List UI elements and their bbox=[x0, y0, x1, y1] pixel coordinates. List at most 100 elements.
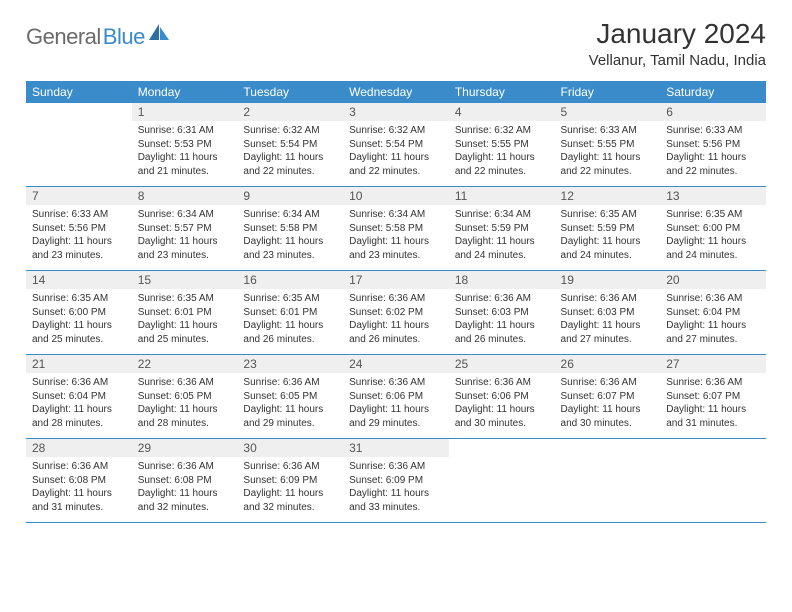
daylight-line: Daylight: 11 hours and 24 minutes. bbox=[666, 235, 760, 262]
calendar-cell: 24Sunrise: 6:36 AMSunset: 6:06 PMDayligh… bbox=[343, 355, 449, 439]
daylight-line: Daylight: 11 hours and 30 minutes. bbox=[455, 403, 549, 430]
sunset-line: Sunset: 6:01 PM bbox=[243, 306, 337, 320]
daylight-line: Daylight: 11 hours and 31 minutes. bbox=[666, 403, 760, 430]
day-number: 23 bbox=[237, 355, 343, 373]
daylight-line: Daylight: 11 hours and 32 minutes. bbox=[243, 487, 337, 514]
day-details: Sunrise: 6:36 AMSunset: 6:09 PMDaylight:… bbox=[237, 457, 343, 522]
day-header: Saturday bbox=[660, 81, 766, 103]
day-number: 22 bbox=[132, 355, 238, 373]
daylight-line: Daylight: 11 hours and 25 minutes. bbox=[138, 319, 232, 346]
sunset-line: Sunset: 6:09 PM bbox=[243, 474, 337, 488]
day-number: 8 bbox=[132, 187, 238, 205]
sunset-line: Sunset: 6:05 PM bbox=[243, 390, 337, 404]
day-number: 18 bbox=[449, 271, 555, 289]
calendar-cell: 1Sunrise: 6:31 AMSunset: 5:53 PMDaylight… bbox=[132, 103, 238, 187]
sunrise-line: Sunrise: 6:33 AM bbox=[666, 124, 760, 138]
title-block: January 2024 Vellanur, Tamil Nadu, India bbox=[589, 18, 766, 69]
sunset-line: Sunset: 5:59 PM bbox=[455, 222, 549, 236]
day-number: 6 bbox=[660, 103, 766, 121]
sail-icon bbox=[148, 23, 170, 46]
daylight-line: Daylight: 11 hours and 31 minutes. bbox=[32, 487, 126, 514]
sunrise-line: Sunrise: 6:36 AM bbox=[349, 292, 443, 306]
daylight-line: Daylight: 11 hours and 26 minutes. bbox=[455, 319, 549, 346]
day-number: 17 bbox=[343, 271, 449, 289]
sunset-line: Sunset: 6:03 PM bbox=[561, 306, 655, 320]
daylight-line: Daylight: 11 hours and 29 minutes. bbox=[243, 403, 337, 430]
day-details: Sunrise: 6:35 AMSunset: 6:01 PMDaylight:… bbox=[237, 289, 343, 354]
day-header: Thursday bbox=[449, 81, 555, 103]
day-number: 15 bbox=[132, 271, 238, 289]
day-number: 14 bbox=[26, 271, 132, 289]
day-details: Sunrise: 6:33 AMSunset: 5:55 PMDaylight:… bbox=[555, 121, 661, 186]
sunrise-line: Sunrise: 6:32 AM bbox=[455, 124, 549, 138]
sunset-line: Sunset: 6:09 PM bbox=[349, 474, 443, 488]
sunrise-line: Sunrise: 6:33 AM bbox=[32, 208, 126, 222]
sunset-line: Sunset: 6:05 PM bbox=[138, 390, 232, 404]
calendar-cell: 23Sunrise: 6:36 AMSunset: 6:05 PMDayligh… bbox=[237, 355, 343, 439]
daylight-line: Daylight: 11 hours and 27 minutes. bbox=[561, 319, 655, 346]
daylight-line: Daylight: 11 hours and 22 minutes. bbox=[455, 151, 549, 178]
sunrise-line: Sunrise: 6:36 AM bbox=[32, 460, 126, 474]
daylight-line: Daylight: 11 hours and 22 minutes. bbox=[561, 151, 655, 178]
day-details: Sunrise: 6:36 AMSunset: 6:06 PMDaylight:… bbox=[343, 373, 449, 438]
daylight-line: Daylight: 11 hours and 30 minutes. bbox=[561, 403, 655, 430]
sunrise-line: Sunrise: 6:36 AM bbox=[138, 376, 232, 390]
calendar-cell: 8Sunrise: 6:34 AMSunset: 5:57 PMDaylight… bbox=[132, 187, 238, 271]
day-details: Sunrise: 6:36 AMSunset: 6:02 PMDaylight:… bbox=[343, 289, 449, 354]
day-details: Sunrise: 6:32 AMSunset: 5:55 PMDaylight:… bbox=[449, 121, 555, 186]
location-subtitle: Vellanur, Tamil Nadu, India bbox=[589, 52, 766, 69]
day-details: Sunrise: 6:31 AMSunset: 5:53 PMDaylight:… bbox=[132, 121, 238, 186]
sunrise-line: Sunrise: 6:34 AM bbox=[243, 208, 337, 222]
sunset-line: Sunset: 6:02 PM bbox=[349, 306, 443, 320]
calendar-cell: 4Sunrise: 6:32 AMSunset: 5:55 PMDaylight… bbox=[449, 103, 555, 187]
day-number: 21 bbox=[26, 355, 132, 373]
calendar-cell: 25Sunrise: 6:36 AMSunset: 6:06 PMDayligh… bbox=[449, 355, 555, 439]
sunset-line: Sunset: 6:07 PM bbox=[561, 390, 655, 404]
calendar-cell: 19Sunrise: 6:36 AMSunset: 6:03 PMDayligh… bbox=[555, 271, 661, 355]
day-number: 5 bbox=[555, 103, 661, 121]
day-number: 24 bbox=[343, 355, 449, 373]
calendar-cell: 20Sunrise: 6:36 AMSunset: 6:04 PMDayligh… bbox=[660, 271, 766, 355]
day-details: Sunrise: 6:32 AMSunset: 5:54 PMDaylight:… bbox=[237, 121, 343, 186]
sunset-line: Sunset: 6:00 PM bbox=[666, 222, 760, 236]
sunset-line: Sunset: 5:55 PM bbox=[561, 138, 655, 152]
daylight-line: Daylight: 11 hours and 22 minutes. bbox=[666, 151, 760, 178]
calendar-table: Sunday Monday Tuesday Wednesday Thursday… bbox=[26, 81, 766, 523]
calendar-cell: 14Sunrise: 6:35 AMSunset: 6:00 PMDayligh… bbox=[26, 271, 132, 355]
calendar-week-row: 1Sunrise: 6:31 AMSunset: 5:53 PMDaylight… bbox=[26, 103, 766, 187]
day-number: 16 bbox=[237, 271, 343, 289]
sunset-line: Sunset: 5:57 PM bbox=[138, 222, 232, 236]
sunrise-line: Sunrise: 6:35 AM bbox=[32, 292, 126, 306]
sunrise-line: Sunrise: 6:35 AM bbox=[138, 292, 232, 306]
day-number: 11 bbox=[449, 187, 555, 205]
day-number: 3 bbox=[343, 103, 449, 121]
calendar-cell bbox=[26, 103, 132, 187]
logo-text-blue: Blue bbox=[103, 24, 145, 50]
day-details: Sunrise: 6:34 AMSunset: 5:57 PMDaylight:… bbox=[132, 205, 238, 270]
day-number: 12 bbox=[555, 187, 661, 205]
sunrise-line: Sunrise: 6:32 AM bbox=[349, 124, 443, 138]
daylight-line: Daylight: 11 hours and 26 minutes. bbox=[349, 319, 443, 346]
sunrise-line: Sunrise: 6:36 AM bbox=[455, 292, 549, 306]
calendar-cell: 15Sunrise: 6:35 AMSunset: 6:01 PMDayligh… bbox=[132, 271, 238, 355]
sunrise-line: Sunrise: 6:36 AM bbox=[349, 376, 443, 390]
day-details: Sunrise: 6:36 AMSunset: 6:06 PMDaylight:… bbox=[449, 373, 555, 438]
day-number: 9 bbox=[237, 187, 343, 205]
day-details: Sunrise: 6:36 AMSunset: 6:07 PMDaylight:… bbox=[555, 373, 661, 438]
sunrise-line: Sunrise: 6:32 AM bbox=[243, 124, 337, 138]
calendar-cell: 31Sunrise: 6:36 AMSunset: 6:09 PMDayligh… bbox=[343, 439, 449, 523]
daylight-line: Daylight: 11 hours and 23 minutes. bbox=[138, 235, 232, 262]
calendar-page: General Blue January 2024 Vellanur, Tami… bbox=[0, 0, 792, 541]
day-details: Sunrise: 6:36 AMSunset: 6:03 PMDaylight:… bbox=[449, 289, 555, 354]
daylight-line: Daylight: 11 hours and 33 minutes. bbox=[349, 487, 443, 514]
daylight-line: Daylight: 11 hours and 32 minutes. bbox=[138, 487, 232, 514]
day-number: 30 bbox=[237, 439, 343, 457]
daylight-line: Daylight: 11 hours and 27 minutes. bbox=[666, 319, 760, 346]
day-number: 4 bbox=[449, 103, 555, 121]
daylight-line: Daylight: 11 hours and 29 minutes. bbox=[349, 403, 443, 430]
calendar-cell: 17Sunrise: 6:36 AMSunset: 6:02 PMDayligh… bbox=[343, 271, 449, 355]
day-details: Sunrise: 6:36 AMSunset: 6:05 PMDaylight:… bbox=[237, 373, 343, 438]
day-details: Sunrise: 6:35 AMSunset: 5:59 PMDaylight:… bbox=[555, 205, 661, 270]
calendar-cell: 22Sunrise: 6:36 AMSunset: 6:05 PMDayligh… bbox=[132, 355, 238, 439]
day-details bbox=[449, 443, 555, 503]
